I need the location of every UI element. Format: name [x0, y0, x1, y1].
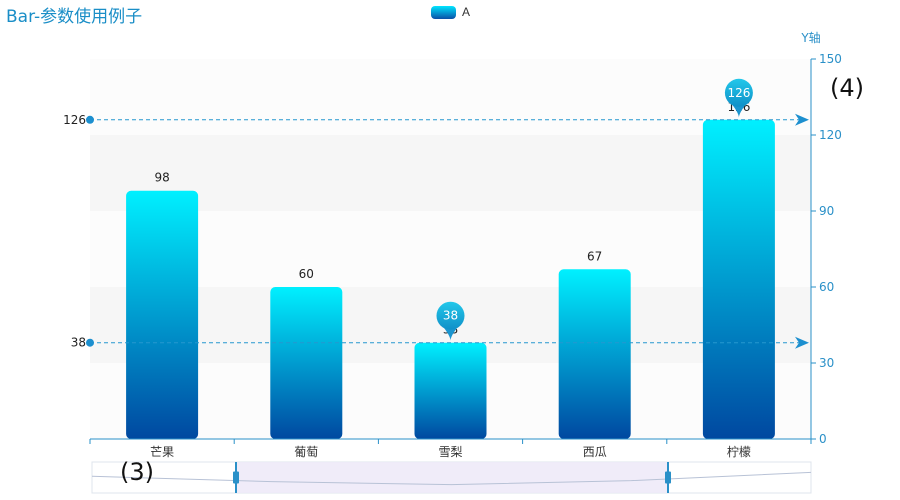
mark-line-arrow: [795, 113, 809, 126]
datazoom-preview-line: [91, 471, 812, 486]
y-tick-label: 0: [819, 432, 827, 446]
mark-point-label: 38: [443, 309, 458, 323]
x-tick-label: 芒果: [150, 444, 174, 459]
mark-line-start-dot: [86, 338, 94, 347]
bar: [558, 269, 631, 439]
y-tick-label: 30: [819, 356, 834, 370]
split-area-band: [90, 59, 811, 135]
y-axis-label: Y轴: [800, 30, 820, 45]
mark-point-label: 126: [727, 86, 750, 100]
mark-line-arrow: [795, 336, 809, 349]
legend[interactable]: A: [431, 4, 470, 20]
mark-point-pin: [724, 78, 753, 107]
datazoom-handle[interactable]: [233, 471, 239, 484]
mark-line-start-dot: [86, 115, 94, 124]
x-tick-label: 葡萄: [294, 445, 318, 459]
annotation-right: (4): [830, 74, 864, 102]
legend-swatch: [431, 5, 456, 19]
mark-line-label: 38: [71, 336, 86, 350]
chart-title: Bar-参数使用例子: [6, 7, 143, 27]
bar: [126, 190, 199, 439]
y-tick-label: 120: [819, 128, 842, 142]
x-tick-label: 柠檬: [727, 444, 751, 459]
datazoom-handle[interactable]: [665, 471, 671, 484]
split-area-band: [90, 211, 811, 287]
split-area-band: [90, 135, 811, 211]
bar: [414, 342, 487, 439]
y-tick-label: 150: [819, 52, 842, 66]
data-label: 98: [154, 171, 169, 185]
legend-label: A: [462, 5, 471, 19]
y-tick-label: 90: [819, 204, 834, 218]
x-tick-label: 西瓜: [583, 445, 607, 459]
bar: [270, 287, 343, 439]
bar: [702, 119, 775, 440]
data-label: 67: [587, 249, 602, 263]
y-tick-label: 60: [819, 280, 834, 294]
datazoom-selected-range: [236, 462, 668, 493]
data-label: 60: [299, 267, 314, 281]
mark-point-pin: [436, 301, 465, 330]
mark-line-label: 126: [63, 113, 86, 127]
x-tick-label: 雪梨: [438, 445, 462, 459]
annotation-left: (3): [120, 458, 154, 486]
